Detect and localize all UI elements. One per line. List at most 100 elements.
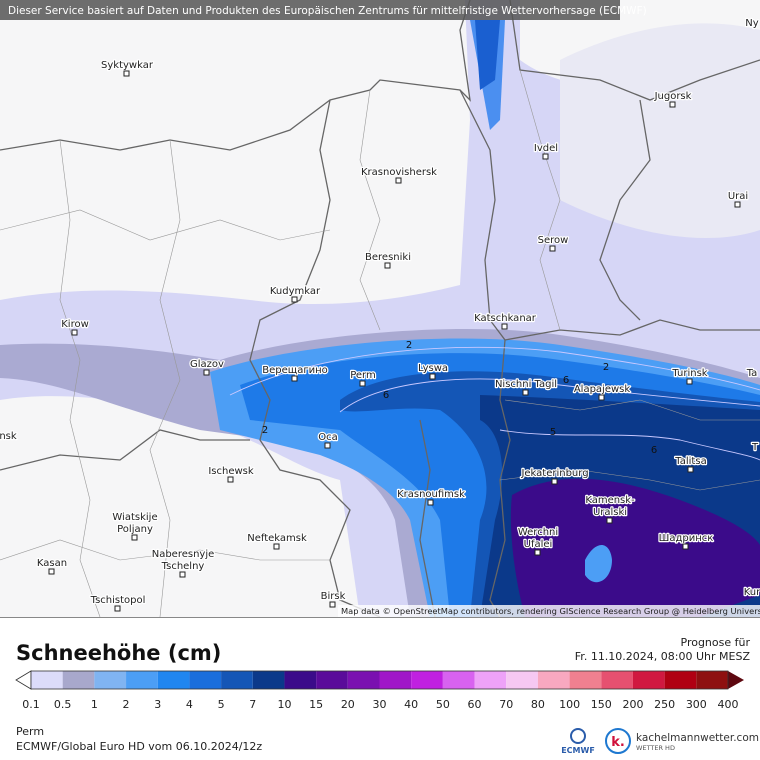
city-marker [203, 369, 210, 376]
level-label: 300 [686, 698, 707, 711]
borders [0, 0, 760, 618]
city-marker [427, 499, 434, 506]
over-triangle [728, 671, 744, 689]
color-cell [189, 671, 222, 689]
contour-label: 5 [550, 427, 556, 438]
districts [0, 69, 760, 618]
color-cell [316, 671, 348, 689]
city-label: Jekaterinburg [520, 468, 588, 479]
city-marker [682, 543, 689, 550]
city-marker [606, 517, 613, 524]
brand-k: k. [611, 735, 625, 750]
snow-10cm [510, 478, 760, 617]
brand: kachelmannwetter.com [636, 732, 759, 744]
city-label: Kasan [37, 558, 67, 569]
land [0, 396, 360, 617]
level-label: 3 [154, 698, 161, 711]
city-label: Talitsa [674, 456, 706, 467]
color-cell [126, 671, 158, 689]
city-marker [501, 323, 508, 330]
city-marker [542, 153, 549, 160]
brand-logo: k. kachelmannwetter.com WETTER HD [605, 728, 759, 754]
color-cell [94, 671, 127, 689]
color-cell [474, 671, 507, 689]
ecmwf-icon [570, 728, 586, 744]
brand-sub: WETTER HD [636, 744, 675, 752]
color-cell [601, 671, 633, 689]
city-label: Serow [538, 235, 569, 246]
city-marker [429, 373, 436, 380]
contour-labels: 2 2 2 6 6 5 6 [262, 340, 657, 456]
city-label: Turinsk [671, 368, 707, 379]
city-marker [734, 201, 741, 208]
city-label: Kirow [61, 319, 89, 330]
level-label: 7 [249, 698, 256, 711]
color-cell [632, 671, 665, 689]
color-cell [664, 671, 697, 689]
city-label: Ivdel [534, 143, 558, 154]
city-label: Glazov [190, 359, 224, 370]
city-marker [359, 380, 366, 387]
model-run: ECMWF/Global Euro HD vom 06.10.2024/12z [16, 740, 262, 753]
location: Perm [16, 725, 44, 738]
snow-trace [560, 23, 760, 239]
level-label: 2 [123, 698, 130, 711]
colorbar-frame [30, 670, 729, 690]
contours [229, 346, 760, 461]
city-label: Syktywkar [101, 60, 154, 71]
color-cell [506, 671, 538, 689]
level-label: 20 [341, 698, 355, 711]
city-marker [384, 262, 391, 269]
attribution: Map data © OpenStreetMap contributors, r… [341, 606, 760, 616]
city-marker [324, 442, 331, 449]
notice-bar [0, 0, 620, 20]
level-label: 60 [468, 698, 482, 711]
ecmwf-text: ECMWF [561, 746, 595, 755]
color-cell [537, 671, 570, 689]
city-marker [598, 394, 605, 401]
contour-label: 6 [563, 375, 569, 386]
forecast-label: Prognose für [681, 636, 751, 649]
color-cell [31, 671, 63, 689]
city-marker [48, 568, 55, 575]
city-marker [291, 375, 298, 382]
snow-hole [585, 545, 612, 583]
level-label: 15 [309, 698, 323, 711]
level-label: 80 [531, 698, 545, 711]
level-label: 1 [91, 698, 98, 711]
colorbar: 0.1 0.5 1 2 3 4 5 7 10 15 20 30 40 50 60 70 80 100 150 200 2… [15, 670, 744, 711]
contour-label: 2 [406, 340, 412, 351]
color-cell [221, 671, 253, 689]
city-label: Ny [745, 18, 758, 29]
level-label: 4 [186, 698, 193, 711]
contour-label: 6 [383, 390, 389, 401]
city-marker [395, 177, 402, 184]
city-label: Krasnovishersk [361, 167, 437, 178]
city-marker [227, 476, 234, 483]
city-label: Tschistopol [90, 595, 146, 606]
city-marker [71, 329, 78, 336]
city-label: Krasnoufimsk [397, 489, 465, 500]
level-label: 10 [277, 698, 291, 711]
forecast-time: Fr. 11.10.2024, 08:00 Uhr MESZ [575, 650, 751, 663]
city-label: Perm [350, 370, 376, 381]
under-triangle [15, 670, 32, 690]
contour-label: 2 [262, 425, 268, 436]
city-label: Wiatskije [112, 512, 157, 523]
color-cell [379, 671, 412, 689]
color-cell [696, 671, 728, 689]
level-label: 150 [591, 698, 612, 711]
city-marker [114, 605, 121, 612]
city-label: Kudymkar [270, 286, 321, 297]
color-cell [442, 671, 475, 689]
city-label: Neftekamsk [247, 533, 307, 544]
city-marker [273, 543, 280, 550]
city-label: Ufalei [524, 539, 553, 550]
city-label: nsk [0, 431, 17, 442]
city-label: Birsk [321, 591, 346, 602]
city-label: Uralski [593, 507, 627, 518]
level-label: 40 [404, 698, 418, 711]
color-cell [347, 671, 380, 689]
level-label: 0.5 [54, 698, 72, 711]
